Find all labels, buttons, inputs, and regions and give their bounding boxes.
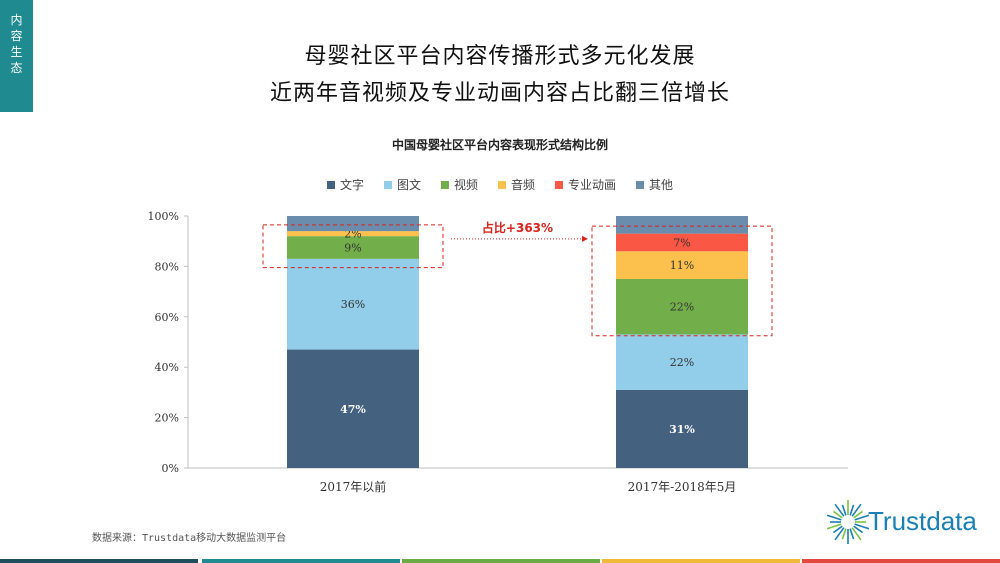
logo-ray bbox=[849, 528, 855, 540]
legend-item: 文字 bbox=[326, 176, 364, 193]
chart-legend: 文字 图文 视频 音频 专业动画 其他 bbox=[0, 176, 1000, 193]
arrow-head-icon bbox=[582, 235, 588, 242]
legend-item: 视频 bbox=[440, 176, 478, 193]
logo-ray bbox=[853, 510, 864, 519]
x-category-label: 2017年-2018年5月 bbox=[628, 480, 737, 494]
section-tab-char: 内 bbox=[10, 13, 23, 27]
logo-ray bbox=[826, 523, 842, 530]
section-tab: 内 容 生 态 bbox=[0, 0, 33, 112]
logo-ray bbox=[826, 514, 842, 521]
bar-segment bbox=[616, 334, 748, 390]
x-category-label: 2017年以前 bbox=[320, 479, 387, 494]
legend-swatch bbox=[555, 180, 564, 189]
bar-segment bbox=[287, 216, 419, 232]
page-title: 母婴社区平台内容传播形式多元化发展 bbox=[304, 44, 696, 69]
data-label: 9% bbox=[344, 242, 361, 255]
bar-segment bbox=[616, 216, 748, 234]
footer-bar-segment bbox=[802, 559, 1000, 563]
section-tab-char: 生 bbox=[10, 45, 23, 59]
page-subtitle: 近两年音视频及专业动画内容占比翻三倍增长 bbox=[269, 81, 730, 106]
chart-title: 中国母婴社区平台内容表现形式结构比例 bbox=[391, 138, 608, 152]
legend-swatch bbox=[498, 180, 506, 189]
legend-item: 图文 bbox=[383, 176, 421, 193]
data-label: 47% bbox=[340, 403, 366, 416]
y-tick-label: 20% bbox=[155, 412, 179, 425]
highlight-box bbox=[591, 225, 773, 337]
y-tick-label: 40% bbox=[155, 361, 179, 374]
bar-segment bbox=[616, 389, 748, 468]
logo-ray bbox=[849, 504, 855, 516]
sunburst-logo-icon bbox=[826, 500, 870, 544]
footer-bar-segment bbox=[402, 559, 600, 563]
logo-ray bbox=[854, 523, 870, 530]
section-tab-char: 容 bbox=[10, 29, 23, 43]
logo-ray bbox=[854, 514, 870, 521]
logo-ray bbox=[834, 527, 845, 541]
bar-segment bbox=[616, 233, 748, 252]
logo-ray bbox=[832, 525, 843, 534]
logo-text: Trustdata bbox=[868, 506, 977, 536]
legend-label: 视频 bbox=[453, 178, 478, 192]
data-label: 36% bbox=[341, 298, 365, 311]
legend-label: 专业动画 bbox=[568, 178, 617, 192]
legend-label: 其他 bbox=[649, 178, 674, 192]
logo-ray bbox=[834, 503, 845, 517]
legend-label: 图文 bbox=[396, 178, 421, 192]
logo-ray bbox=[851, 503, 862, 517]
logo-ray bbox=[841, 504, 847, 516]
bar-segment bbox=[287, 231, 419, 237]
logo-ray bbox=[853, 525, 864, 534]
footer-bar-segment bbox=[202, 559, 400, 563]
logo-ray bbox=[832, 510, 843, 519]
legend-swatch bbox=[326, 180, 335, 189]
y-tick-label: 0% bbox=[162, 462, 179, 475]
legend-swatch bbox=[383, 180, 392, 189]
trustdata-logo: Trustdata bbox=[826, 496, 996, 546]
legend-item: 其他 bbox=[636, 176, 673, 193]
logo-ray bbox=[851, 527, 862, 541]
legend-swatch bbox=[636, 180, 645, 189]
section-tab-char: 态 bbox=[10, 61, 23, 75]
bar-segment bbox=[616, 251, 748, 279]
legend-item: 专业动画 bbox=[555, 176, 616, 193]
data-label: 22% bbox=[670, 356, 694, 369]
bar-segment bbox=[287, 349, 419, 468]
data-label: 22% bbox=[670, 301, 694, 314]
bar-segment bbox=[287, 258, 419, 350]
data-label: 7% bbox=[673, 236, 690, 249]
footer-bar-segment bbox=[0, 559, 198, 563]
y-tick-label: 60% bbox=[155, 311, 179, 324]
growth-annotation: 占比+363% bbox=[482, 220, 553, 235]
data-source-note: 数据来源：Trustdata移动大数据监测平台 bbox=[92, 533, 287, 544]
bar-segment bbox=[616, 279, 748, 335]
bar-segment bbox=[287, 236, 419, 259]
y-tick-label: 100% bbox=[148, 210, 179, 223]
logo-ray bbox=[841, 528, 847, 540]
footer-bar-segment bbox=[602, 559, 800, 563]
y-tick-label: 80% bbox=[155, 260, 179, 273]
data-label: 31% bbox=[669, 423, 695, 436]
legend-label: 文字 bbox=[339, 178, 364, 192]
legend-swatch bbox=[440, 180, 449, 189]
data-label: 11% bbox=[670, 259, 694, 272]
legend-label: 音频 bbox=[511, 178, 536, 192]
legend-item: 音频 bbox=[498, 176, 535, 193]
